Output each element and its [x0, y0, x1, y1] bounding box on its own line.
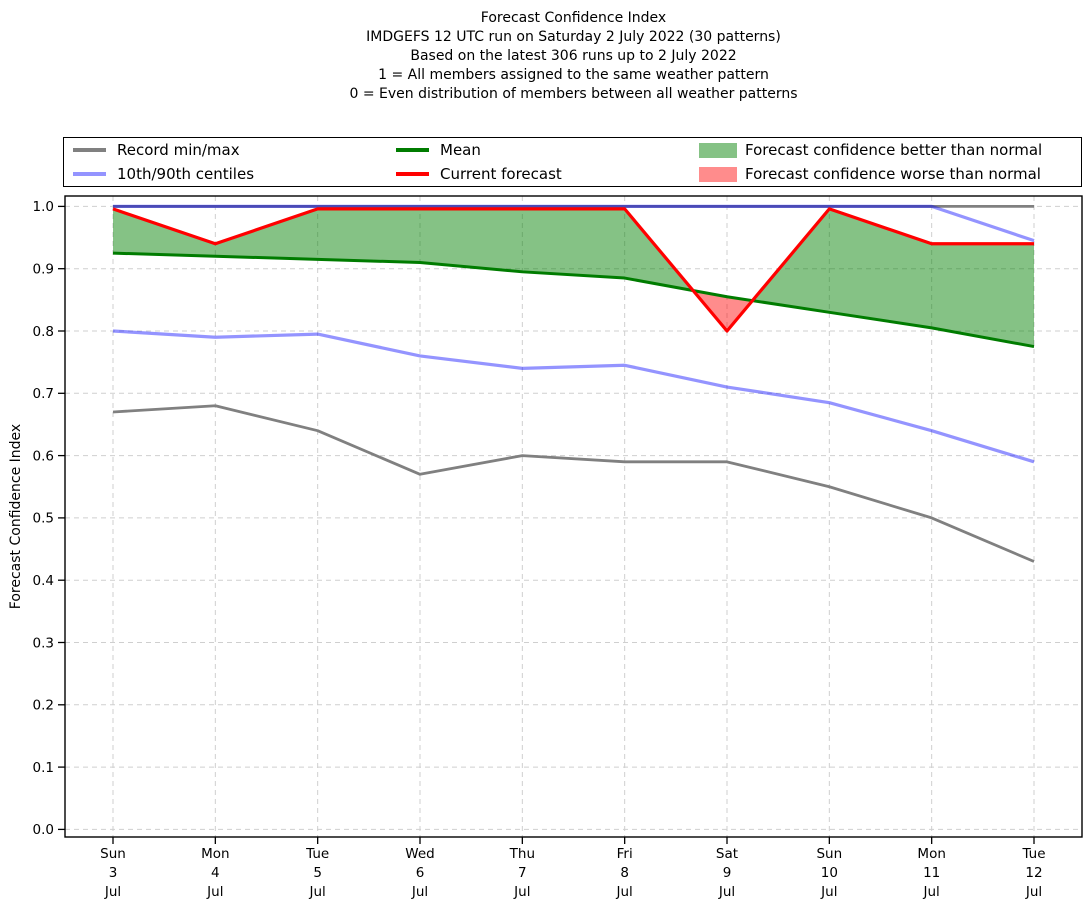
x-tick-label: Tue [305, 846, 329, 862]
better-than-normal-patch-icon [699, 142, 737, 158]
x-tick-label: Jul [718, 884, 735, 900]
x-tick-label: 4 [211, 865, 220, 881]
x-tick-label: Tue [1021, 846, 1045, 862]
legend-item-record-minmax: Record min/max [73, 138, 254, 162]
legend-label: Forecast confidence better than normal [745, 141, 1043, 159]
centile-10-line [112, 329, 1035, 464]
record-min-line [112, 404, 1035, 563]
mean-line-swatch-icon [396, 148, 429, 152]
x-tick-label: Mon [917, 846, 945, 862]
x-tick-label: Jul [513, 884, 530, 900]
legend-item-centiles: 10th/90th centiles [73, 162, 254, 186]
x-tick-label: Jul [616, 884, 633, 900]
plot-border [64, 195, 1083, 838]
x-tick-label: Jul [820, 884, 837, 900]
centiles-line-swatch-icon [73, 172, 106, 176]
centile-90-line [113, 204, 1035, 243]
y-tick-label: 0.8 [33, 324, 54, 340]
x-tick-label: Mon [201, 846, 229, 862]
x-tick-label: Jul [1025, 884, 1042, 900]
chart-title: Forecast Confidence Index [480, 10, 667, 26]
legend-item-mean: Mean [396, 138, 562, 162]
x-tick-label: 9 [723, 865, 732, 881]
x-tick-label: Sun [100, 846, 126, 862]
chart-subtitle-runs: Based on the latest 306 runs up to 2 Jul… [410, 48, 737, 64]
x-tick-label: Wed [405, 846, 434, 862]
legend-label: Current forecast [440, 165, 562, 183]
current-forecast-line-swatch-icon [396, 172, 429, 176]
x-tick-label: 7 [518, 865, 527, 881]
y-tick-label: 0.2 [33, 698, 54, 714]
better-than-normal-fill [752, 208, 1034, 347]
y-tick-label: 1.0 [33, 199, 54, 215]
x-tick-label: 3 [109, 865, 118, 881]
x-tick-label: 6 [416, 865, 425, 881]
y-tick-label: 0.1 [33, 760, 54, 776]
y-tick-label: 0.6 [33, 448, 54, 464]
chart-title-block: Forecast Confidence Index IMDGEFS 12 UTC… [65, 9, 1082, 104]
y-axis-label: Forecast Confidence Index [8, 424, 24, 609]
chart-subtitle-zero: 0 = Even distribution of members between… [349, 86, 798, 102]
x-tick-label: 8 [620, 865, 629, 881]
record-minmax-line-swatch-icon [73, 148, 106, 152]
x-tick-label: Jul [411, 884, 428, 900]
x-tick-label: Sat [716, 846, 738, 862]
legend-label: Mean [440, 141, 481, 159]
mean-line [112, 251, 1035, 349]
x-tick-label: 5 [313, 865, 322, 881]
y-tick-label: 0.5 [33, 511, 54, 527]
x-tick-label: Thu [509, 846, 535, 862]
y-tick-label: 0.0 [33, 822, 54, 838]
y-tick-label: 0.4 [33, 573, 54, 589]
legend-item-better-than-normal: Forecast confidence better than normal [699, 138, 1042, 162]
x-tick-label: Fri [617, 846, 633, 862]
x-tick-label: 11 [923, 865, 940, 881]
x-tick-label: Jul [206, 884, 223, 900]
x-tick-label: Sun [816, 846, 842, 862]
y-tick-label: 0.3 [33, 635, 54, 651]
current-forecast-line [112, 207, 1034, 333]
chart-subtitle-run: IMDGEFS 12 UTC run on Saturday 2 July 20… [366, 29, 781, 45]
legend-label: Forecast confidence worse than normal [745, 165, 1041, 183]
worse-than-normal-fill [693, 290, 753, 331]
chart-legend: Record min/max 10th/90th centiles Mean C… [63, 137, 1082, 187]
legend-label: Record min/max [117, 141, 240, 159]
worse-than-normal-patch-icon [699, 166, 737, 182]
x-tick-label: 10 [821, 865, 838, 881]
chart-subtitle-one: 1 = All members assigned to the same wea… [378, 67, 769, 83]
y-tick-label: 0.7 [33, 386, 54, 402]
legend-label: 10th/90th centiles [117, 165, 255, 183]
x-tick-label: Jul [309, 884, 326, 900]
x-tick-label: Jul [104, 884, 121, 900]
y-tick-label: 0.9 [33, 262, 54, 278]
legend-item-current-forecast: Current forecast [396, 162, 562, 186]
legend-item-worse-than-normal: Forecast confidence worse than normal [699, 162, 1042, 186]
x-tick-label: 12 [1025, 865, 1042, 881]
x-tick-label: Jul [923, 884, 940, 900]
